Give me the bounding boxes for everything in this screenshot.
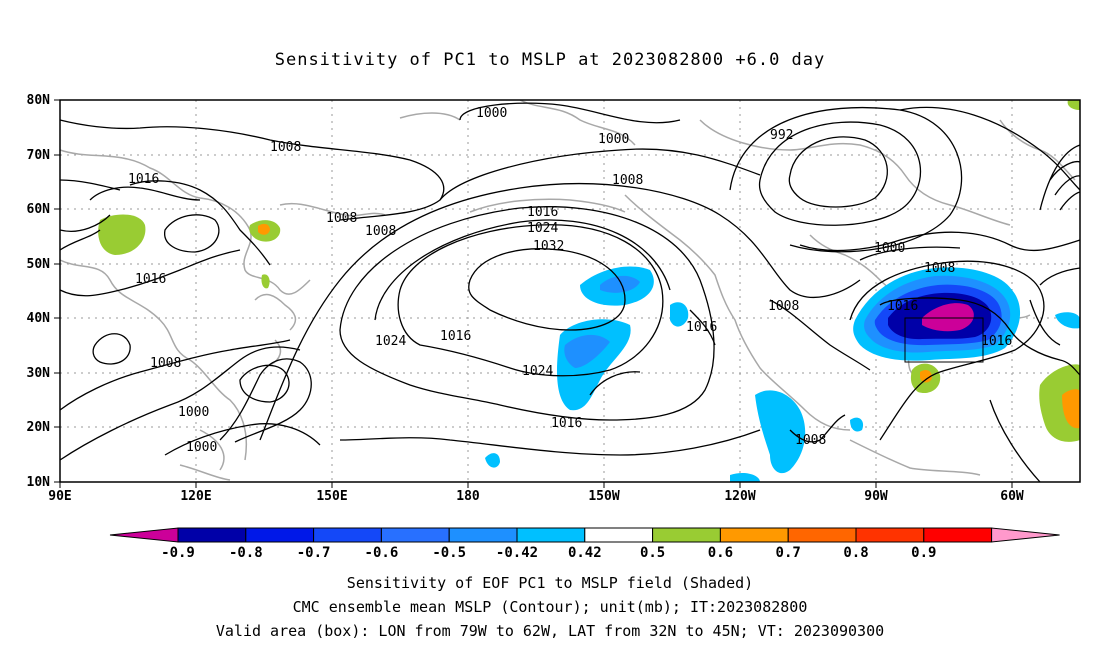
lat-label: 30N (27, 366, 51, 381)
lat-label: 60N (27, 202, 51, 217)
colorbar-label: 0.6 (708, 545, 733, 561)
lat-label: 70N (27, 148, 51, 163)
lon-label: 60W (1000, 489, 1024, 504)
plot-frame (59, 99, 1081, 483)
contour-label-1008: 1008 (612, 173, 643, 188)
latitude-labels: 80N 70N 60N 50N 40N 30N 20N 10N (27, 93, 51, 490)
contour-label-1008: 1008 (768, 299, 799, 314)
colorbar-label: 0.42 (568, 545, 602, 561)
caption-valid-area: Valid area (box): LON from 79W to 62W, L… (215, 622, 885, 640)
colorbar-segment (787, 527, 857, 543)
contour-label-1000: 1000 (178, 405, 209, 420)
colorbar-low-end (109, 527, 179, 543)
contour-label-1008: 1008 (150, 356, 181, 371)
lat-label: 80N (27, 93, 51, 108)
contour-label-1016: 1016 (887, 299, 918, 314)
colorbar-label: -0.7 (297, 545, 331, 561)
contour-label-1008: 1008 (795, 433, 826, 448)
lat-label: 40N (27, 311, 51, 326)
lon-label: 120W (724, 489, 755, 504)
colorbar-label: -0.6 (365, 545, 399, 561)
colorbar-segment (177, 527, 247, 543)
colorbar-segment (584, 527, 654, 543)
lon-label: 90E (48, 489, 71, 504)
colorbar-high-end (991, 527, 1060, 543)
colorbar-label: 0.5 (640, 545, 665, 561)
contour-label-1008: 1008 (326, 211, 357, 226)
colorbar-segment (245, 527, 315, 543)
colorbar-segment (313, 527, 382, 543)
colorbar-segment (448, 527, 518, 543)
valid-area-box (904, 317, 984, 363)
colorbar-segment (516, 527, 586, 543)
contour-label-1008: 1008 (365, 224, 396, 239)
contour-label-1016: 1016 (135, 272, 166, 287)
contour-label-1032: 1032 (533, 239, 564, 254)
colorbar-label: 0.7 (776, 545, 801, 561)
contour-label-1016: 1016 (440, 329, 471, 344)
lon-label: 120E (180, 489, 211, 504)
colorbar-segment (380, 527, 450, 543)
contour-label-1000: 1000 (598, 132, 629, 147)
mslp-contours (59, 102, 1081, 483)
colorbar: -0.9 -0.8 -0.7 -0.6 -0.5 -0.42 0.42 0.5 0.6 0.7 0.… (109, 527, 1060, 561)
colorbar-label: -0.8 (229, 545, 263, 561)
colorbar-label: -0.5 (432, 545, 466, 561)
lon-label: 90W (864, 489, 888, 504)
lon-label: 180 (456, 489, 480, 504)
contour-label-1008: 1008 (924, 261, 955, 276)
contour-label-1016: 1016 (686, 320, 717, 335)
contour-label-992: 992 (770, 128, 793, 143)
contour-label-1016: 1016 (128, 172, 159, 187)
contour-label-1024: 1024 (527, 221, 558, 236)
colorbar-segment (719, 527, 789, 543)
colorbar-segment (923, 527, 993, 543)
contour-label-1000: 1000 (476, 106, 507, 121)
sensitivity-shading (98, 100, 1080, 482)
contour-label-1008: 1008 (270, 140, 301, 155)
colorbar-label: -0.9 (161, 545, 195, 561)
map-title: Sensitivity of PC1 to MSLP at 2023082800… (274, 50, 826, 70)
contour-label-1024: 1024 (375, 334, 406, 349)
colorbar-label: -0.42 (496, 545, 538, 561)
lon-label: 150E (316, 489, 347, 504)
contour-labels: 1000 1000 1000 1000 1000 992 1008 1008 1… (128, 106, 1012, 455)
caption-shaded: Sensitivity of EOF PC1 to MSLP field (Sh… (346, 574, 754, 592)
lat-label: 20N (27, 420, 51, 435)
contour-label-1024: 1024 (522, 364, 553, 379)
contour-label-1016: 1016 (981, 334, 1012, 349)
colorbar-segment (855, 527, 925, 543)
axis-ticks (54, 99, 1013, 488)
longitude-labels: 90E 120E 150E 180 150W 120W 90W 60W (48, 489, 1024, 504)
contour-label-1000: 1000 (186, 440, 217, 455)
contour-label-1016: 1016 (527, 205, 558, 220)
caption-contour: CMC ensemble mean MSLP (Contour); unit(m… (292, 598, 808, 616)
lat-label: 10N (27, 475, 51, 490)
contour-label-1016: 1016 (551, 416, 582, 431)
colorbar-label: 0.9 (911, 545, 936, 561)
colorbar-label: 0.8 (843, 545, 868, 561)
lat-label: 50N (27, 257, 51, 272)
contour-label-1000: 1000 (874, 241, 905, 256)
lon-label: 150W (588, 489, 619, 504)
colorbar-segment (652, 527, 721, 543)
